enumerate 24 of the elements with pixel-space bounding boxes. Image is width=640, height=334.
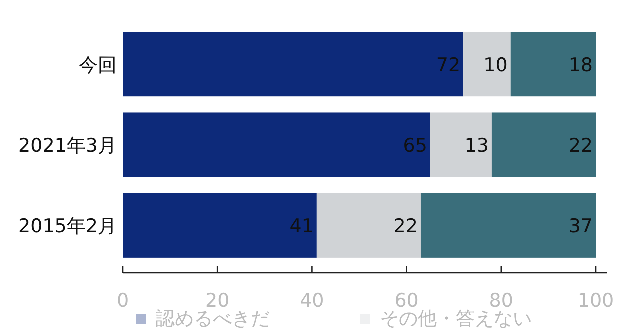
bar: [123, 112, 430, 178]
x-tick-label: 0: [116, 290, 130, 312]
data-label: 22: [568, 135, 593, 157]
bar: [492, 112, 596, 178]
data-label: 37: [568, 216, 593, 238]
data-label: 65: [403, 135, 428, 157]
bar: [420, 193, 596, 258]
data-label: 18: [568, 54, 593, 76]
data-label: 41: [290, 216, 314, 238]
data-label: 72: [436, 54, 461, 76]
y-tick-label: 2015年2月: [18, 216, 117, 238]
bar: [464, 32, 511, 97]
bar: [316, 193, 421, 258]
data-label: 10: [484, 54, 508, 76]
y-tick-label: 今回: [79, 54, 117, 76]
bar: [123, 32, 464, 97]
bar: [123, 193, 317, 258]
bar: [430, 112, 492, 178]
x-tick-label: 40: [300, 290, 324, 312]
y-tick-label: 2021年3月: [18, 135, 117, 157]
bar: [510, 32, 596, 97]
data-label: 22: [394, 216, 418, 238]
data-label: 13: [464, 135, 489, 157]
x-tick-label: 100: [578, 290, 614, 312]
